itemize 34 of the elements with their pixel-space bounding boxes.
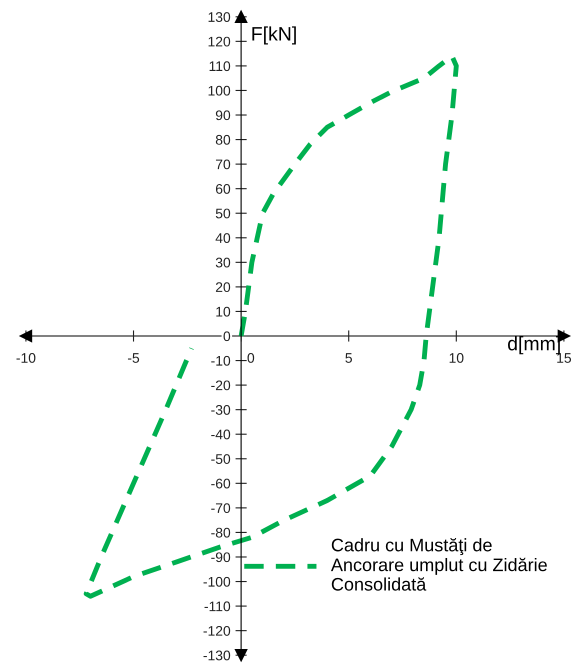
x-tick-label: 10 bbox=[450, 353, 464, 363]
x-tick-label: -5 bbox=[128, 353, 140, 363]
y-tick-label: -70 bbox=[211, 503, 230, 514]
y-tick-label: -50 bbox=[211, 454, 230, 464]
y-tick-label: -40 bbox=[211, 430, 230, 440]
y-tick-label: 0 bbox=[224, 331, 230, 342]
y-tick-label: -110 bbox=[204, 601, 230, 612]
y-tick-label: -130 bbox=[204, 650, 230, 660]
y-tick-label: -80 bbox=[211, 528, 230, 538]
y-tick-label: -100 bbox=[204, 576, 230, 587]
y-tick-label: 130 bbox=[208, 12, 230, 22]
y-tick-label: -20 bbox=[211, 380, 230, 390]
x-tick-label: 0 bbox=[248, 353, 254, 363]
y-tick-label: 120 bbox=[208, 36, 230, 47]
y-tick-label: 90 bbox=[216, 110, 230, 120]
y-tick-label: -60 bbox=[211, 478, 230, 488]
y-tick-label: 100 bbox=[208, 86, 230, 96]
y-tick-label: 60 bbox=[216, 184, 230, 194]
y-tick-label: 10 bbox=[216, 306, 230, 317]
y-tick-label: 20 bbox=[216, 282, 230, 292]
y-tick-label: 80 bbox=[216, 134, 230, 145]
y-tick-label: 40 bbox=[216, 233, 230, 243]
y-tick-label: 110 bbox=[210, 61, 230, 72]
x-tick-label: 5 bbox=[345, 353, 352, 363]
y-tick-label: -30 bbox=[211, 404, 230, 415]
y-tick-label: 30 bbox=[216, 258, 230, 268]
y-tick-label: -90 bbox=[211, 552, 230, 562]
x-tick-label: 15 bbox=[557, 353, 572, 363]
y-axis-title: F[kN] bbox=[252, 26, 296, 44]
x-tick-label: -10 bbox=[16, 353, 36, 363]
y-tick-label: 50 bbox=[216, 208, 230, 218]
y-tick-label: -120 bbox=[204, 626, 230, 636]
legend-label: Cadru cu Mustăţi de Ancorare umplut cu Zidărie Consolidată bbox=[330, 538, 547, 591]
y-tick-label: 70 bbox=[216, 159, 230, 170]
